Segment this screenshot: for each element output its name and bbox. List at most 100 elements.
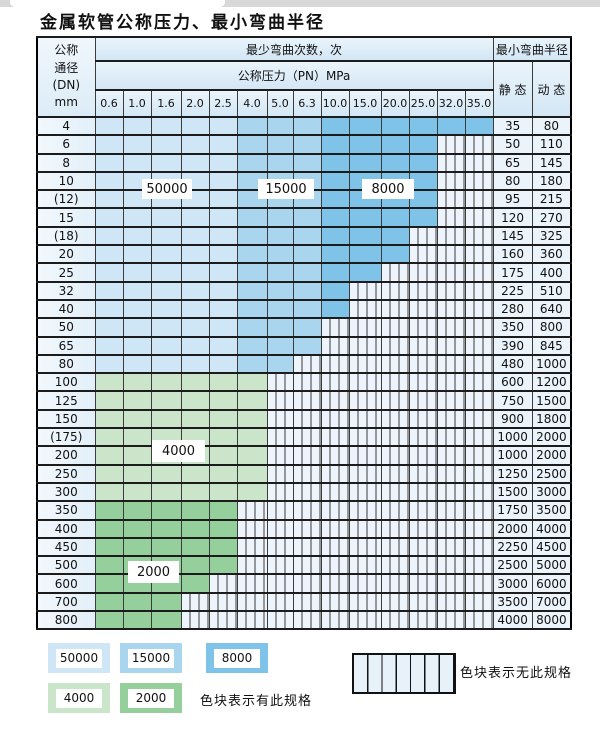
spec-unavailable-cell [436, 500, 466, 521]
spec-available-cell [208, 335, 238, 356]
spec-available-cell [150, 152, 182, 173]
spec-unavailable-cell [436, 372, 466, 393]
spec-available-cell [122, 408, 152, 430]
dynamic-radius-value: 1000 [531, 353, 572, 375]
spec-unavailable-cell [380, 298, 410, 320]
spec-unavailable-cell [436, 481, 466, 503]
static-radius-value: 95 [492, 189, 533, 210]
spec-unavailable-cell [408, 591, 438, 613]
spec-unavailable-cell [348, 500, 382, 521]
spec-available-cell [320, 134, 350, 155]
spec-available-cell [94, 317, 124, 338]
spec-available-cell [208, 463, 238, 484]
table-row: 20 160 360 [36, 244, 572, 265]
spec-available-cell [208, 262, 238, 283]
spec-available-cell [150, 244, 182, 265]
spec-unavailable-cell [436, 317, 466, 338]
spec-available-cell [236, 481, 268, 503]
spec-available-cell [150, 134, 182, 155]
spec-unavailable-cell [380, 280, 410, 301]
spec-available-cell [180, 390, 210, 411]
spec-available-cell [94, 609, 124, 631]
table-row: 80 480 1000 [36, 353, 572, 375]
spec-unavailable-cell [292, 463, 322, 484]
spec-available-cell [208, 244, 238, 265]
table-row: 150 900 1800 [36, 408, 572, 430]
spec-available-cell [236, 445, 268, 466]
spec-available-cell [380, 244, 410, 265]
dynamic-radius-value: 6000 [531, 573, 572, 594]
spec-available-cell [94, 189, 124, 210]
static-radius-value: 50 [492, 134, 533, 155]
spec-unavailable-cell [464, 463, 494, 484]
spec-available-cell [122, 427, 152, 448]
dn-label: 10 [36, 170, 96, 192]
spec-available-cell [122, 335, 152, 356]
spec-available-cell [266, 225, 294, 247]
pressure-tick: 6.3 [292, 89, 322, 118]
spec-available-cell [180, 115, 210, 137]
spec-available-cell [94, 115, 124, 137]
table-row: 200 1000 2000 [36, 445, 572, 466]
spec-unavailable-cell [266, 481, 294, 503]
table-row: 350 1750 3500 [36, 500, 572, 521]
spec-available-cell [208, 134, 238, 155]
spec-unavailable-cell [436, 591, 466, 613]
spec-unavailable-cell [408, 408, 438, 430]
spec-unavailable-cell [464, 555, 494, 576]
dynamic-radius-value: 1500 [531, 390, 572, 411]
spec-unavailable-cell [292, 353, 322, 375]
spec-available-cell [94, 591, 124, 613]
pressure-tick: 1.6 [150, 89, 182, 118]
spec-available-cell [236, 152, 268, 173]
spec-available-cell [208, 500, 238, 521]
spec-unavailable-cell [464, 609, 494, 631]
table-row: 300 1500 3000 [36, 481, 572, 503]
spec-available-cell [292, 317, 322, 338]
static-radius-value: 750 [492, 390, 533, 411]
spec-available-cell [180, 207, 210, 228]
spec-available-cell [122, 134, 152, 155]
spec-available-cell [348, 152, 382, 173]
spec-available-cell [292, 207, 322, 228]
dynamic-radius-value: 400 [531, 262, 572, 283]
spec-available-cell [122, 298, 152, 320]
spec-unavailable-cell [320, 317, 350, 338]
spec-available-cell [320, 207, 350, 228]
spec-available-cell [94, 500, 124, 521]
spec-available-cell [266, 353, 294, 375]
header-row-1: 公称 通径 (DN) mm 最少弯曲次数，次 最小弯曲半径 [36, 36, 572, 118]
spec-unavailable-cell [408, 427, 438, 448]
spec-unavailable-cell [436, 225, 466, 247]
spec-unavailable-cell [436, 189, 466, 210]
spec-unavailable-cell [436, 134, 466, 155]
spec-available-cell [320, 298, 350, 320]
spec-available-cell [94, 152, 124, 173]
dynamic-radius-value: 215 [531, 189, 572, 210]
legend-swatch-label: 15000 [128, 648, 174, 668]
spec-available-cell [150, 609, 182, 631]
spec-available-cell [292, 298, 322, 320]
page-title: 金属软管公称压力、最小弯曲半径 [40, 13, 325, 33]
table-row: 50 350 800 [36, 317, 572, 338]
static-radius-value: 390 [492, 335, 533, 356]
static-radius-value: 280 [492, 298, 533, 320]
spec-available-cell [292, 134, 322, 155]
static-radius-value: 2500 [492, 555, 533, 576]
spec-unavailable-cell [320, 335, 350, 356]
spec-available-cell [408, 152, 438, 173]
spec-available-cell [236, 390, 268, 411]
top-scan-strip [0, 0, 600, 7]
table-row: 800 4000 8000 [36, 609, 572, 631]
spec-unavailable-cell [348, 591, 382, 613]
spec-unavailable-cell [348, 372, 382, 393]
spec-available-cell [122, 500, 152, 521]
spec-available-cell [208, 427, 238, 448]
dynamic-radius-value: 145 [531, 152, 572, 173]
static-radius-value: 35 [492, 115, 533, 137]
spec-unavailable-cell [266, 408, 294, 430]
table-row: 40 280 640 [36, 298, 572, 320]
top-scan-strip-highlight [10, 0, 225, 7]
spec-unavailable-cell [408, 372, 438, 393]
spec-table: 公称 通径 (DN) mm 最少弯曲次数，次 最小弯曲半径 公称压力（PN）MPa 静… [36, 36, 573, 631]
